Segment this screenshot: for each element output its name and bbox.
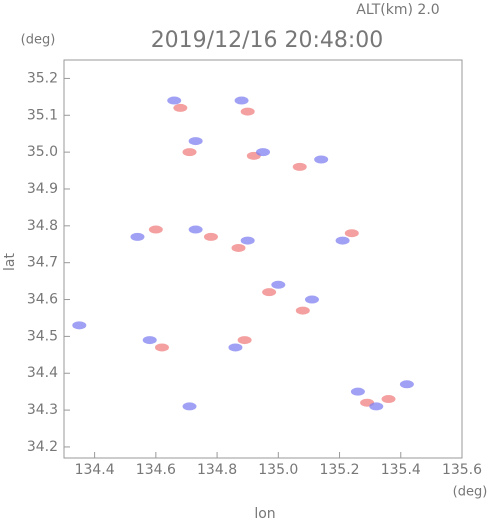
echo-blob	[350, 387, 365, 396]
echo-blob	[203, 232, 218, 241]
echo-blob	[188, 225, 203, 234]
y-tick-label: 34.6	[27, 292, 58, 308]
echo-blob	[335, 236, 350, 245]
y-tick-label: 34.3	[27, 402, 58, 418]
echo-blob	[188, 137, 203, 146]
echo-blob	[130, 232, 145, 241]
echo-blob	[173, 103, 188, 112]
echo-blob	[231, 243, 246, 252]
echo-blob	[234, 96, 249, 105]
y-tick-label: 34.7	[27, 255, 58, 271]
y-tick-label: 35.0	[27, 144, 58, 160]
echo-blob	[262, 288, 277, 297]
echo-blob	[154, 343, 169, 352]
echo-blob	[142, 336, 157, 345]
x-tick-label: 135.2	[319, 462, 359, 478]
echo-blob	[182, 402, 197, 411]
y-unit: (deg)	[21, 33, 56, 48]
echo-blob	[295, 306, 310, 315]
echo-blob	[399, 380, 414, 389]
echo-blob	[72, 321, 87, 330]
x-unit: (deg)	[453, 485, 488, 500]
y-tick-label: 34.8	[27, 218, 58, 234]
y-tick-label: 34.4	[27, 365, 58, 381]
echo-blob	[292, 162, 307, 171]
y-tick-label: 34.5	[27, 328, 58, 344]
x-tick-label: 134.6	[136, 462, 176, 478]
x-tick-label: 134.8	[197, 462, 237, 478]
x-tick-label: 135.0	[258, 462, 298, 478]
x-axis-label: lon	[254, 506, 275, 521]
echo-blob	[369, 402, 384, 411]
echo-blob	[271, 280, 286, 289]
y-tick-label: 34.9	[27, 181, 58, 197]
echo-blob	[237, 336, 252, 345]
echo-blob	[314, 155, 329, 164]
echo-blob	[344, 229, 359, 238]
chart-title: 2019/12/16 20:48:00	[151, 28, 384, 53]
x-tick-label: 135.4	[381, 462, 421, 478]
echo-blob	[304, 295, 319, 304]
x-tick-label: 134.4	[75, 462, 115, 478]
y-tick-label: 35.2	[27, 70, 58, 86]
echo-blob	[167, 96, 182, 105]
echo-blob	[148, 225, 163, 234]
plot-frame	[63, 59, 463, 459]
y-axis-label: lat	[2, 253, 18, 271]
echo-blob	[182, 148, 197, 157]
y-tick-label: 34.2	[27, 439, 58, 455]
chart-subtitle: ALT(km) 2.0	[356, 2, 439, 18]
y-tick-label: 35.1	[27, 107, 58, 123]
echo-blob	[240, 236, 255, 245]
echo-blob	[228, 343, 243, 352]
echo-blob	[240, 107, 255, 116]
x-tick-label: 135.6	[442, 462, 482, 478]
echo-blob	[381, 395, 396, 404]
echo-blob	[256, 148, 270, 157]
